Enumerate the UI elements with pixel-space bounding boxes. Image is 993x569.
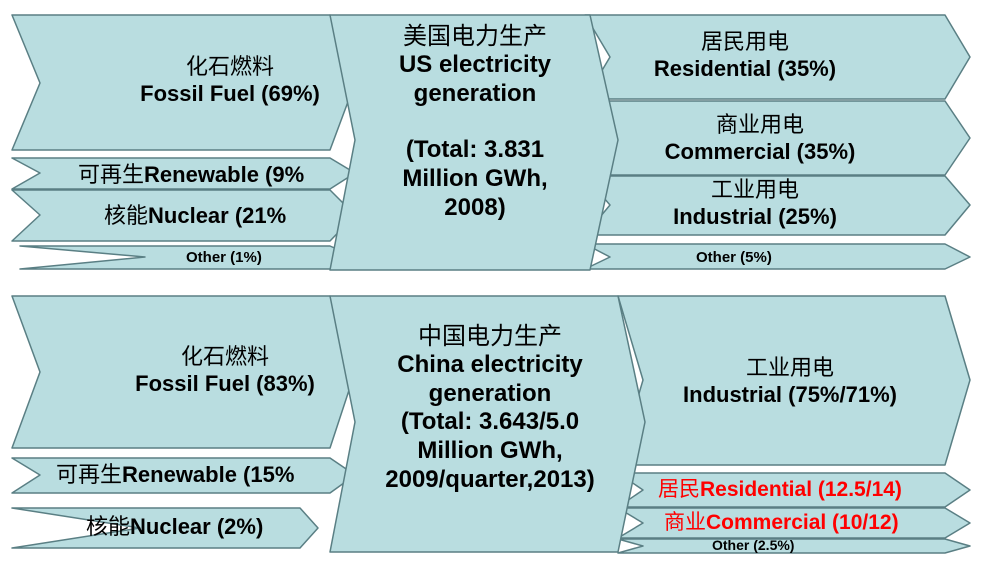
cn-residential-label: 居民Residential (12.5/14) [658,477,902,502]
cn-industrial-zh: 工业用电 [745,356,834,381]
us-nuclear-zh: 核能 [104,204,149,229]
us-renewable-arrow [11,157,356,190]
cn-center-title-en2: generation [428,379,552,407]
us-residential-zh: 居民用电 [700,30,789,55]
us-commercial-en: Commercial (35%) [664,139,856,165]
us-center-arrow [329,14,619,271]
cn-fossil-label: 化石燃料 Fossil Fuel (83%) [95,345,355,398]
us-center-title-en2: generation [413,79,537,107]
cn-center-title-zh: 中国电力生产 [418,322,562,350]
cn-fossil-en: Fossil Fuel (83%) [135,371,315,397]
us-renewable-label: 可再生Renewable (9% [78,162,304,189]
cn-commercial-arrow [617,507,971,539]
us-nuclear-label: 核能Nuclear (21% [104,203,286,230]
cn-center-arrow [329,295,646,553]
us-industrial-en: Industrial (25%) [673,204,837,230]
cn-nuclear-en: Nuclear (2%) [130,514,264,539]
us-center-title-en1: US electricity [398,50,552,78]
us-center-total2: Million GWh, [402,165,548,193]
cn-other-out-label: Other (2.5%) [712,537,795,553]
us-industrial-arrow [584,175,971,236]
cn-residential-arrow [617,472,971,508]
cn-commercial-zh: 商业 [664,510,706,534]
cn-industrial-label: 工业用电 Industrial (75%/71%) [640,356,940,409]
cn-other-out-arrow [617,538,971,554]
cn-renewable-zh: 可再生 [56,463,123,488]
us-industrial-label: 工业用电 Industrial (25%) [620,178,890,231]
cn-renewable-en: Renewable (15% [122,462,295,487]
us-renewable-zh: 可再生 [78,163,145,188]
cn-center-total1: (Total: 3.643/5.0 [400,408,580,436]
cn-industrial-en: Industrial (75%/71%) [683,382,897,408]
us-nuclear-arrow [11,189,356,242]
us-fossil-zh: 化石燃料 [185,55,274,80]
us-fossil-en: Fossil Fuel (69%) [140,81,320,107]
us-other-in-label: Other (1%) [186,249,262,266]
us-residential-arrow [584,14,971,100]
cn-center-total2: Million GWh, [417,437,563,465]
us-center-label: 美国电力生产 US electricity generation (Total:… [355,22,595,223]
us-fossil-label: 化石燃料 Fossil Fuel (69%) [100,55,360,108]
cn-residential-en: Residential (12.5/14) [700,478,902,501]
us-residential-label: 居民用电 Residential (35%) [610,30,880,83]
us-center-title-zh: 美国电力生产 [403,22,547,50]
cn-center-total3: 2009/quarter,2013) [385,465,595,493]
cn-commercial-en: Commercial (10/12) [706,511,899,534]
us-industrial-zh: 工业用电 [710,178,799,203]
us-commercial-label: 商业用电 Commercial (35%) [625,113,895,166]
us-commercial-zh: 商业用电 [715,113,804,138]
cn-nuclear-label: 核能Nuclear (2%) [86,514,263,541]
us-center-total3: 2008) [444,193,506,221]
cn-center-label: 中国电力生产 China electricity generation (Tot… [345,322,635,495]
cn-renewable-label: 可再生Renewable (15% [56,462,294,489]
us-center-total1: (Total: 3.831 [405,136,545,164]
cn-fossil-zh: 化石燃料 [180,345,269,370]
cn-commercial-label: 商业Commercial (10/12) [664,510,899,535]
us-other-out-label: Other (5%) [696,249,772,266]
us-renewable-en: Renewable (9% [144,162,305,187]
us-residential-en: Residential (35%) [653,56,837,82]
cn-industrial-arrow [617,295,971,466]
cn-nuclear-arrow [11,507,319,549]
us-other-out-arrow [584,243,971,270]
cn-renewable-arrow [11,457,356,494]
cn-nuclear-zh: 核能 [86,515,131,540]
cn-center-title-en1: China electricity [397,350,583,378]
us-nuclear-en: Nuclear (21% [148,203,287,228]
cn-residential-zh: 居民 [658,477,700,501]
